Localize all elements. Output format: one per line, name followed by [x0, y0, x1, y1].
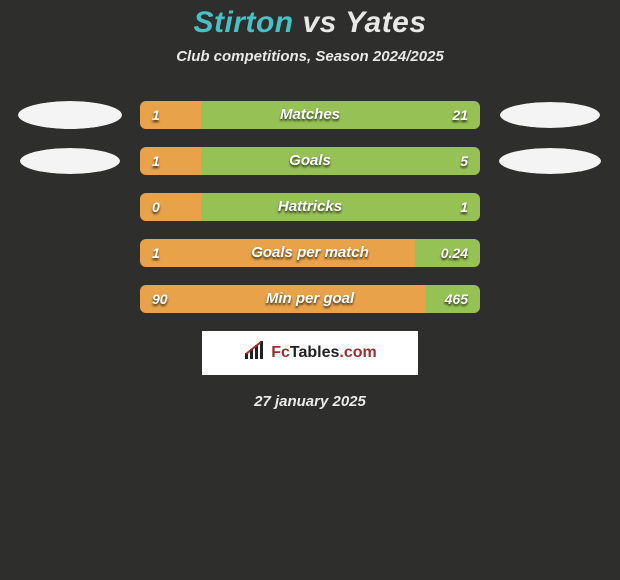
badge-suffix: .com — [339, 344, 376, 361]
bar-segment-player1 — [140, 147, 201, 175]
widget-root: Stirton vs Yates Club competitions, Seas… — [0, 0, 620, 410]
comparison-row: 1 5 Goals — [0, 147, 620, 175]
bar-segment-player1 — [140, 193, 201, 221]
page-title: Stirton vs Yates — [0, 6, 620, 40]
bar-segment-player2 — [201, 101, 480, 129]
bar-segment-player2 — [201, 147, 480, 175]
badge-text: FcTables.com — [271, 344, 377, 362]
badge-prefix: Fc — [271, 344, 290, 361]
player1-avatar-cell — [10, 285, 130, 313]
bar-segment-player2 — [426, 285, 480, 313]
title-vs: vs — [302, 6, 336, 39]
subtitle: Club competitions, Season 2024/2025 — [0, 48, 620, 65]
player1-avatar — [20, 148, 120, 174]
player2-avatar-cell — [490, 285, 610, 313]
title-player2: Yates — [345, 6, 426, 39]
chart-icon — [243, 341, 267, 366]
player2-avatar-cell — [490, 193, 610, 221]
player1-avatar-cell — [10, 239, 130, 267]
bar-segment-player1 — [140, 101, 201, 129]
player1-avatar — [18, 101, 122, 129]
bar-segment-player2 — [415, 239, 480, 267]
bar-segment-player2 — [201, 193, 480, 221]
stat-bar: 1 21 Matches — [140, 101, 480, 129]
stat-bar: 0 1 Hattricks — [140, 193, 480, 221]
player2-avatar — [499, 148, 601, 174]
comparison-bars: 1 21 Matches 1 5 Goals 0 1 Hattricks 1 0… — [0, 101, 620, 313]
snapshot-date: 27 january 2025 — [0, 393, 620, 410]
comparison-row: 0 1 Hattricks — [0, 193, 620, 221]
player1-avatar-cell — [10, 193, 130, 221]
player2-avatar-cell — [490, 239, 610, 267]
badge-main: Tables — [290, 344, 340, 361]
player2-avatar-cell — [490, 147, 610, 175]
bar-segment-player1 — [140, 285, 426, 313]
player2-avatar — [500, 102, 600, 128]
title-player1: Stirton — [193, 6, 293, 39]
player1-avatar-cell — [10, 101, 130, 129]
source-badge[interactable]: FcTables.com — [202, 331, 418, 375]
stat-bar: 1 5 Goals — [140, 147, 480, 175]
stat-bar: 1 0.24 Goals per match — [140, 239, 480, 267]
comparison-row: 1 21 Matches — [0, 101, 620, 129]
bar-segment-player1 — [140, 239, 415, 267]
comparison-row: 90 465 Min per goal — [0, 285, 620, 313]
player1-avatar-cell — [10, 147, 130, 175]
player2-avatar-cell — [490, 101, 610, 129]
stat-bar: 90 465 Min per goal — [140, 285, 480, 313]
comparison-row: 1 0.24 Goals per match — [0, 239, 620, 267]
